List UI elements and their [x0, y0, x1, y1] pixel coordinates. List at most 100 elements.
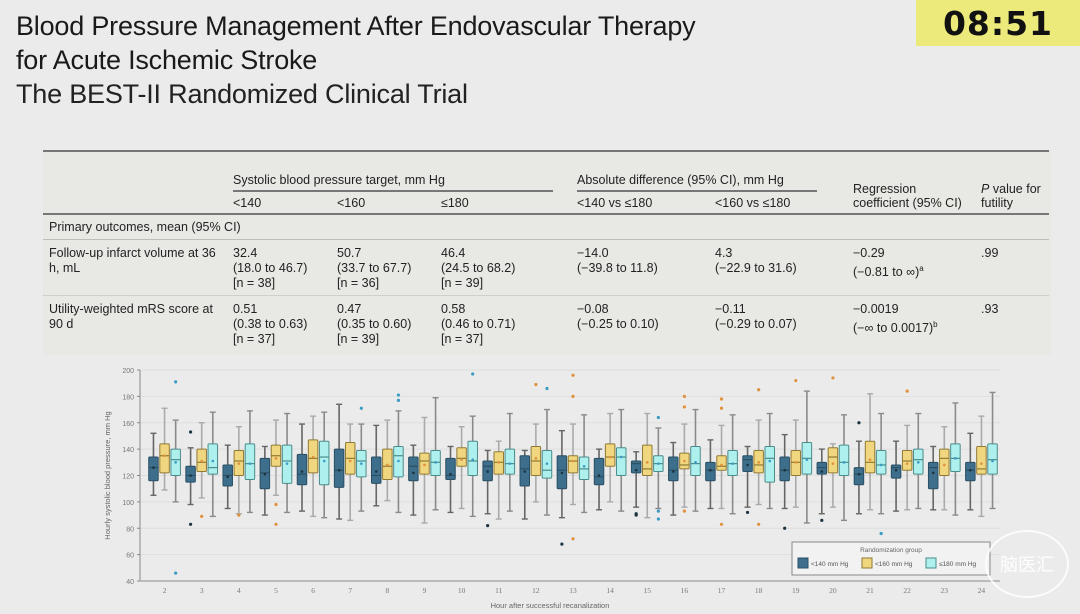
x-tick-label: 13 — [569, 586, 577, 595]
mean-marker — [486, 470, 489, 473]
box-le180-hour-16 — [690, 408, 701, 512]
outlier-point — [174, 380, 178, 384]
title-line-1: Blood Pressure Management After Endovasc… — [16, 11, 696, 41]
box-le180-hour-20 — [838, 414, 850, 522]
mean-marker — [322, 459, 326, 463]
box-iqr — [976, 445, 987, 475]
p-value-header-text: value for futility — [981, 182, 1041, 210]
outlier-point — [188, 522, 193, 526]
mean-marker — [820, 470, 824, 473]
cell-regression: −0.29 (−0.81 to ∞)a — [849, 239, 978, 296]
x-tick-label: 14 — [606, 586, 614, 595]
outlier-point — [396, 393, 401, 397]
box-lt140-hour-24 — [965, 432, 976, 511]
mean-marker — [348, 459, 352, 463]
y-tick-label: 60 — [126, 553, 134, 560]
box-lt160-hour-7 — [344, 423, 356, 522]
mean-marker — [783, 468, 786, 472]
outlier-point — [560, 542, 564, 546]
box-lt160-hour-16 — [679, 394, 690, 513]
cell-lt140: 0.51 (0.38 to 0.63) [n = 37] — [233, 302, 308, 346]
box-iqr — [408, 456, 419, 482]
box-le180-hour-8 — [393, 393, 404, 514]
mean-marker — [831, 462, 835, 465]
box-iqr — [296, 453, 308, 486]
absolute-difference-group-header: Absolute difference (95% CI), mm Hg — [577, 173, 817, 192]
mean-marker — [300, 470, 304, 473]
box-iqr — [593, 457, 605, 486]
x-tick-label: 17 — [718, 586, 726, 595]
mean-marker — [916, 461, 920, 464]
outlier-point — [237, 513, 241, 517]
box-iqr — [827, 447, 839, 474]
box-lt160-hour-11 — [493, 440, 504, 520]
box-iqr — [445, 457, 456, 480]
box-lt160-hour-14 — [604, 412, 616, 503]
box-lt160-hour-6 — [307, 415, 319, 518]
mean-marker — [397, 459, 400, 463]
x-tick-label: 21 — [866, 586, 874, 595]
footnote-marker: a — [919, 264, 924, 273]
mean-marker — [608, 455, 612, 459]
mean-marker — [794, 461, 798, 464]
box-lt140-hour-2 — [148, 432, 159, 496]
outlier-point — [174, 571, 178, 575]
box-lt160-hour-19 — [790, 378, 802, 508]
x-tick-label: 15 — [644, 586, 652, 595]
mean-marker — [857, 472, 861, 476]
mean-marker — [311, 455, 315, 459]
mean-marker — [746, 463, 749, 467]
box-lt140-hour-8 — [370, 424, 382, 507]
mean-marker — [931, 471, 935, 475]
cell-p-value: .93 — [981, 302, 999, 316]
box-le180-hour-4 — [244, 410, 256, 514]
box-lt140-hour-12 — [519, 449, 531, 520]
outlier-point — [682, 509, 686, 513]
box-le180-hour-9 — [430, 396, 441, 511]
mean-marker — [248, 462, 252, 465]
row-label: Follow-up infarct volume at 36 h, mL — [43, 239, 229, 296]
box-iqr — [333, 448, 345, 488]
box-lt160-hour-4 — [233, 426, 245, 517]
x-tick-label: 22 — [903, 586, 911, 595]
regression-coefficient-header: Regression coefficient (95% CI) — [849, 150, 978, 215]
outlier-point — [719, 406, 724, 410]
legend-box — [791, 541, 991, 576]
mean-marker — [671, 470, 675, 473]
box-lt160-hour-24 — [976, 415, 987, 518]
box-iqr — [816, 461, 828, 475]
cell-le180: 0.58 (0.46 to 0.71) [n = 37] — [441, 302, 516, 346]
cell-p-value: .99 — [977, 239, 1049, 296]
p-value-header-p: P — [981, 182, 990, 196]
mean-marker — [423, 463, 426, 467]
outlier-point — [545, 386, 549, 391]
section-label: Primary outcomes, mean (95% CI) — [43, 214, 1049, 240]
mean-marker — [545, 462, 549, 465]
box-lt140-hour-9 — [408, 444, 419, 516]
col-header-le180: ≤180 — [437, 192, 573, 215]
mean-marker — [694, 461, 697, 464]
countdown-timer: 08:51 — [916, 0, 1080, 46]
x-tick-label: 10 — [458, 586, 466, 595]
outlier-point — [794, 378, 798, 383]
x-tick-label: 23 — [941, 586, 949, 595]
box-le180-hour-13 — [578, 414, 590, 514]
y-tick-label: 40 — [126, 579, 134, 586]
mean-marker — [497, 461, 501, 464]
x-tick-label: 19 — [792, 586, 800, 595]
mean-marker — [805, 458, 809, 461]
box-lt160-hour-23 — [939, 426, 950, 511]
box-le180-hour-21 — [875, 412, 887, 536]
box-lt140-hour-13 — [556, 429, 568, 546]
box-lt160-hour-2 — [159, 407, 170, 491]
box-iqr — [939, 448, 950, 476]
row-label: Utility-weighted mRS score at 90 d — [49, 302, 213, 331]
mean-marker — [471, 458, 475, 461]
mean-marker — [337, 468, 341, 472]
outlier-point — [879, 531, 883, 536]
box-le180-hour-19 — [801, 390, 813, 524]
box-lt140-hour-4 — [222, 444, 233, 510]
box-iqr — [927, 461, 939, 490]
mean-marker — [163, 454, 166, 458]
legend-swatch — [861, 557, 873, 569]
